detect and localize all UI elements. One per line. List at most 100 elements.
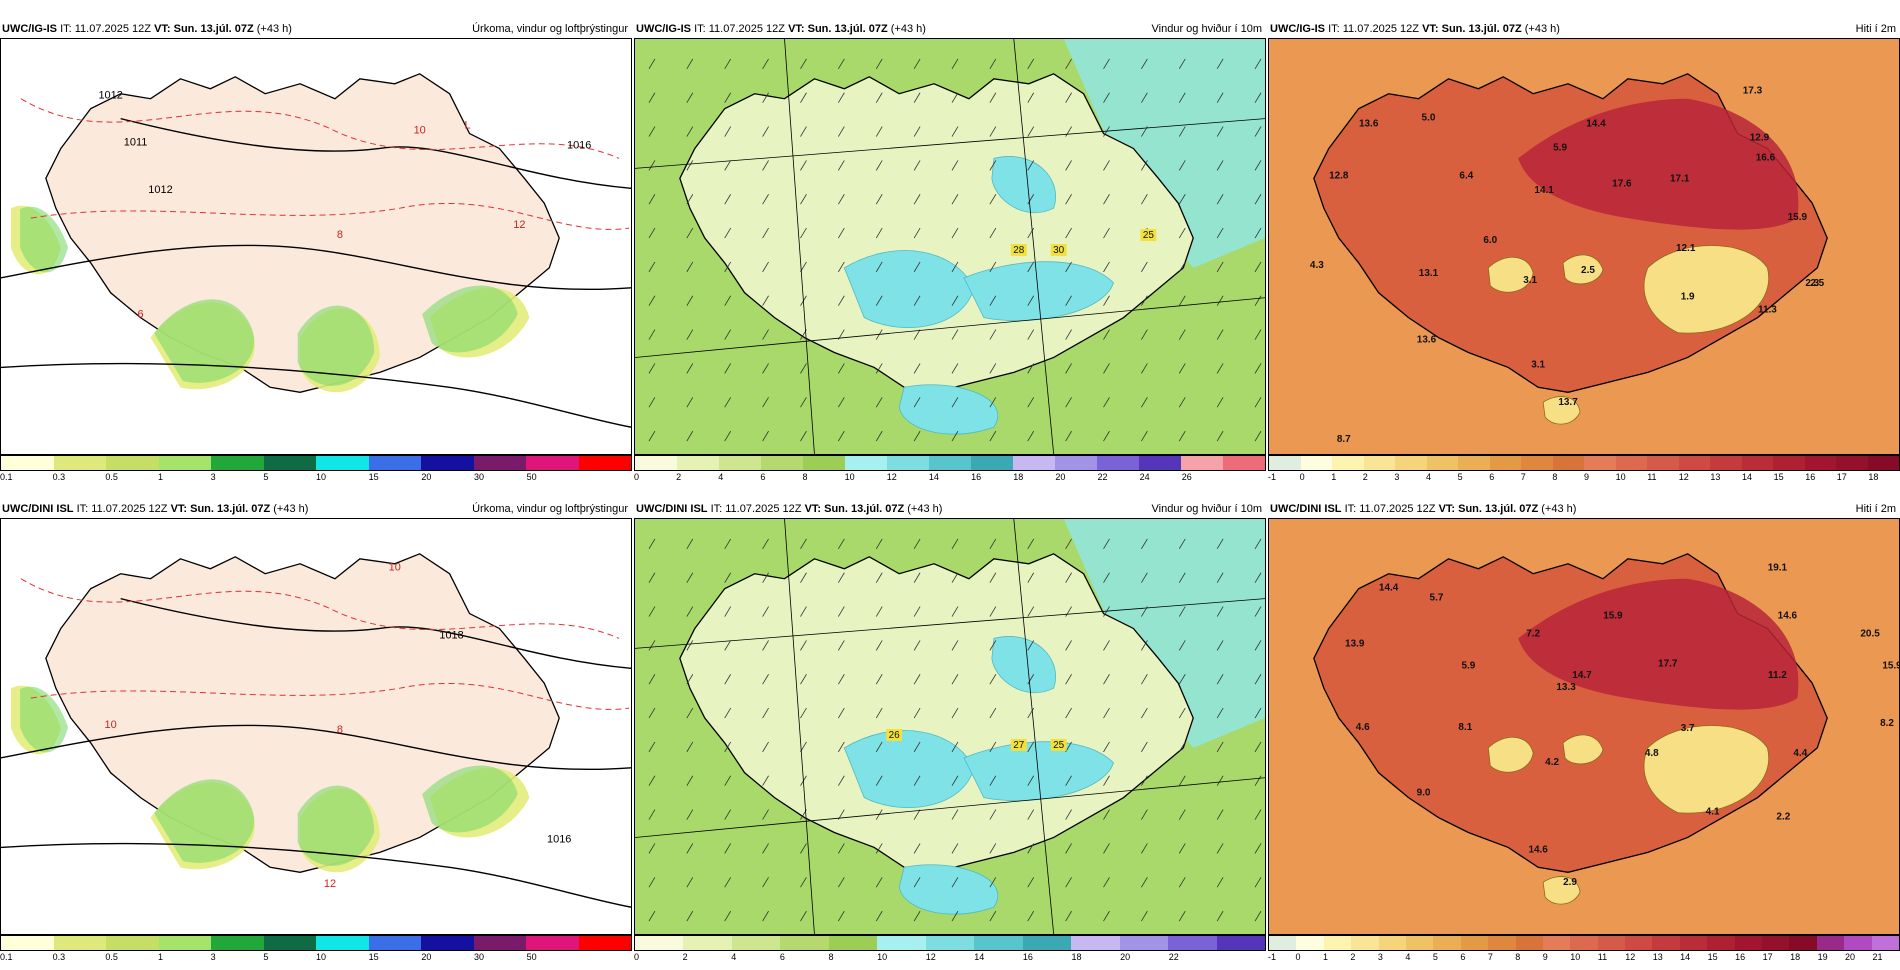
wind-arrow	[989, 397, 997, 408]
wind-arrow	[913, 674, 921, 685]
wind-arrow	[838, 674, 845, 685]
cool-highland	[1643, 245, 1770, 334]
legend-swatch	[421, 936, 474, 950]
legend-tick-label: 0.5	[105, 952, 118, 962]
wind-arrow	[648, 775, 656, 786]
legend-tick-label: 19	[1817, 952, 1828, 962]
wind-arrow	[686, 877, 694, 888]
wind-arrow	[762, 126, 769, 137]
wind-arrow	[838, 572, 845, 583]
wind-arrow	[648, 160, 656, 171]
wind-arrow	[1216, 397, 1224, 408]
legend-swatch	[1168, 936, 1217, 950]
model-name: UWC/IG-IS	[636, 23, 691, 35]
wind-arrow	[648, 397, 656, 408]
gust-area	[991, 636, 1056, 694]
wind-arrow	[800, 58, 807, 70]
wind-arrow	[1103, 809, 1110, 820]
wind-arrow	[913, 160, 921, 171]
legend-tick-label: 3	[210, 952, 216, 962]
wind-arrow	[686, 707, 694, 719]
legend-swatch	[1844, 936, 1872, 950]
isobar	[120, 597, 631, 669]
wind-arrow	[989, 363, 997, 374]
wind-arrow	[648, 126, 656, 137]
wind-arrow	[686, 775, 694, 786]
legend-tick-label: 4	[1405, 952, 1411, 962]
wind-arrow	[913, 126, 921, 137]
wind-arrow	[913, 910, 921, 922]
legend-tick-label: 30	[474, 472, 485, 482]
wind-arrow	[1065, 606, 1072, 617]
precip-area-heavy	[297, 305, 375, 386]
wind-arrow	[686, 92, 694, 103]
legend-swatch	[1460, 936, 1489, 950]
panel-header: UWC/IG-IS IT: 11.07.2025 12Z VT: Sun. 13…	[1268, 20, 1900, 38]
legend-tick-label: 14	[928, 472, 939, 482]
map-value-label: 13.3	[1556, 682, 1576, 693]
wind-arrow	[724, 640, 732, 651]
header-run-info: UWC/IG-IS IT: 11.07.2025 12Z VT: Sun. 13…	[2, 20, 292, 38]
wind-arrow	[724, 843, 732, 854]
legend-tick-label: 11	[1647, 472, 1657, 482]
header-run-info: UWC/IG-IS IT: 11.07.2025 12Z VT: Sun. 13…	[636, 20, 926, 38]
wind-arrow	[800, 126, 807, 137]
valid-time: Sun. 13.júl. 07Z	[807, 23, 888, 35]
wind-arrow	[1103, 707, 1110, 719]
wind-arrow	[1141, 775, 1148, 786]
gust-area	[898, 864, 999, 915]
map-value-label: 4.1	[1706, 807, 1720, 818]
wind-arrow	[1103, 741, 1110, 753]
legend-swatch	[316, 456, 369, 470]
wind-arrow	[1216, 572, 1224, 583]
isobar	[120, 117, 631, 189]
wind-arrow	[1027, 194, 1035, 205]
precip-area-heavy	[154, 779, 255, 863]
wind-arrow	[951, 843, 959, 854]
wind-arrow	[762, 92, 769, 103]
lead-time: (+43 h)	[890, 23, 926, 35]
wind-arrow	[989, 741, 997, 753]
legend-ticks: -1 0 1 2 3 4 5 6 7 8 9 10 11 12 13 14 15 16 17 18 19 20 21	[1268, 951, 1900, 965]
wind-arrow	[762, 572, 769, 583]
wind-arrow	[724, 363, 732, 374]
legend-swatch	[1597, 936, 1626, 950]
wind-arrow	[838, 397, 845, 408]
forecast-map: 28 30 25	[634, 38, 1266, 455]
wind-arrow	[686, 58, 694, 70]
wind-arrow	[648, 227, 656, 239]
wind-arrow	[1254, 397, 1262, 408]
wind-arrow	[1103, 606, 1110, 617]
legend-tick-label: 6	[779, 952, 785, 962]
init-time: 11.07.2025 12Z	[1342, 23, 1419, 35]
wind-arrow	[648, 430, 656, 442]
map-value-label: 14.7	[1572, 670, 1592, 681]
wind-arrow	[648, 194, 656, 205]
legend-swatch	[1647, 456, 1679, 470]
wind-arrow	[1254, 227, 1262, 239]
map-value-label: 14.4	[1586, 119, 1606, 130]
precip-area-heavy	[20, 206, 68, 273]
field-title: Vindur og hviður í 10m	[1151, 503, 1262, 515]
wind-arrow	[1141, 707, 1148, 719]
legend-tick-label: 5	[1457, 472, 1463, 482]
legend-swatch	[1710, 456, 1742, 470]
map-value-label: 17.7	[1658, 658, 1678, 669]
legend-swatch	[1269, 936, 1297, 950]
wind-arrow	[1178, 843, 1186, 854]
legend-tick-label: 17	[1836, 472, 1847, 482]
wind-arrow	[762, 606, 769, 617]
wind-arrow	[838, 741, 845, 753]
wind-arrow	[1178, 538, 1186, 550]
wind-arrow	[1065, 843, 1072, 854]
map-svg: 26 27 25	[635, 519, 1265, 934]
map-value-label: 4.2	[1545, 757, 1559, 768]
legend-tick-label: 9	[1584, 472, 1590, 482]
wind-arrow	[762, 261, 769, 273]
legend-tick-label: 5	[263, 952, 269, 962]
map-value-label: 4.8	[1645, 748, 1659, 759]
wind-arrow	[1141, 572, 1148, 583]
wind-arrow	[913, 261, 921, 273]
legend-colorbar	[1268, 455, 1900, 471]
legend-swatch	[780, 936, 829, 950]
